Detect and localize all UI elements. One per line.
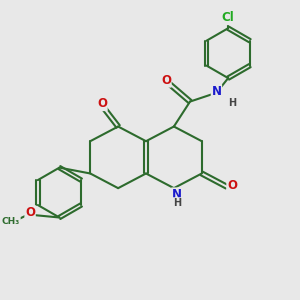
Text: N: N (212, 85, 221, 98)
Text: Cl: Cl (222, 11, 235, 24)
Text: H: H (228, 98, 236, 108)
Text: CH₃: CH₃ (2, 218, 20, 226)
Text: O: O (227, 179, 237, 192)
Text: O: O (25, 206, 35, 219)
Text: O: O (97, 98, 107, 110)
Text: O: O (161, 74, 171, 87)
Text: N: N (172, 188, 182, 201)
Text: H: H (173, 198, 181, 208)
